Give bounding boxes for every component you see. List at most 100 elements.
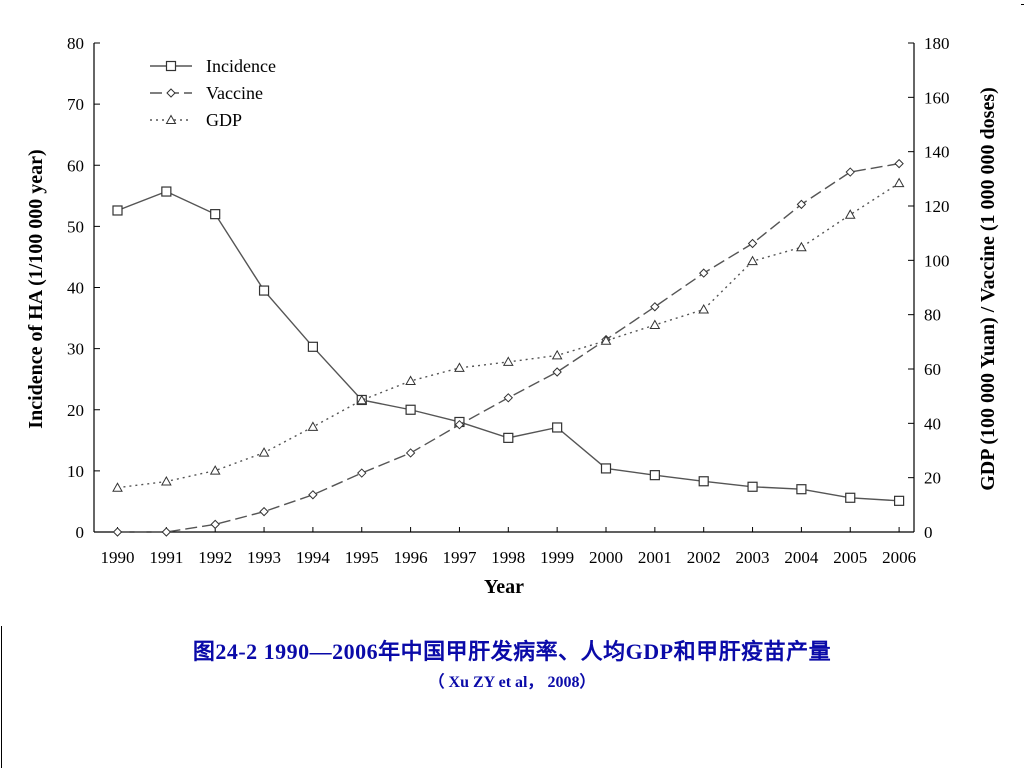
point-incidence [258,285,270,296]
point-incidence [893,495,905,506]
right-y-tick-label: 20 [924,469,941,488]
point-vaccine [503,393,514,403]
point-incidence [210,209,221,220]
point-vaccine [698,268,709,278]
left-y-tick-label: 80 [67,34,84,53]
x-tick-label: 1997 [442,548,477,567]
point-incidence [649,470,660,481]
left-y-tick-label: 60 [67,156,84,175]
x-tick-label: 1996 [394,548,428,567]
point-gdp [454,362,465,372]
point-incidence [600,463,612,474]
legend-label-incidence: Incidence [206,56,276,76]
right-y-axis-title: GDP (100 000 Yuan) / Vaccine (1 000 000 … [977,87,999,491]
right-y-tick-label: 80 [924,306,941,325]
right-y-tick-label: 0 [924,523,933,542]
chart-series [112,158,905,537]
x-axis-title: Year [484,576,524,598]
point-vaccine [357,468,367,478]
figure-caption: 图24-2 1990—2006年中国甲肝发病率、人均GDP和甲肝疫苗产量 [192,639,832,664]
x-tick-label: 2003 [736,548,770,567]
x-tick-label: 2005 [833,548,867,567]
point-incidence [307,341,318,352]
right-y-tick-label: 120 [924,197,950,216]
point-incidence [112,205,123,216]
series-line-incidence [117,190,900,502]
point-gdp [405,375,416,385]
x-tick-label: 1999 [540,548,574,567]
chart-legend: Incidence Vaccine GDP [150,56,276,130]
point-vaccine [210,519,220,530]
legend-marker-gdp [165,114,177,124]
left-y-tick-label: 0 [76,523,85,542]
line-chart: 0 10 20 30 40 50 60 70 80 0 20 40 60 80 100 120 140 160 18… [25,34,999,598]
point-incidence [552,422,563,433]
figure-source: （ Xu ZY et al， 2008） [428,674,596,691]
legend-label-gdp: GDP [206,110,242,130]
x-tick-label: 1992 [198,548,232,567]
x-tick-label: 1990 [101,548,135,567]
point-gdp [747,255,758,266]
point-gdp [356,394,368,405]
x-tick-label: 2002 [687,548,721,567]
point-incidence [405,404,416,415]
slide-edge-rule [1,626,2,768]
left-y-axis-title: Incidence of HA (1/100 000 year) [25,149,47,428]
point-vaccine [845,167,855,177]
point-vaccine [259,506,269,517]
right-y-tick-label: 60 [924,360,941,379]
point-gdp [796,241,807,252]
x-tick-label: 1998 [491,548,525,567]
right-y-tick-label: 180 [924,34,950,53]
point-vaccine [747,238,758,249]
point-gdp [160,475,172,486]
point-vaccine [894,158,904,169]
left-y-tick-label: 30 [67,340,84,359]
left-y-tick-label: 20 [67,401,84,420]
right-y-tick-label: 160 [924,88,950,107]
point-gdp [551,349,563,360]
point-incidence [698,476,709,487]
x-tick-label: 1993 [247,548,281,567]
point-incidence [161,186,172,197]
left-y-tick-label: 70 [67,95,84,114]
point-vaccine [405,448,416,458]
point-vaccine [796,199,807,210]
point-gdp [893,177,905,188]
legend-label-vaccine: Vaccine [206,83,263,103]
left-y-tick-label: 50 [67,217,84,236]
legend-marker-vaccine [166,88,176,98]
chart-ticks: 0 10 20 30 40 50 60 70 80 0 20 40 60 80 100 120 140 160 18… [67,34,950,567]
x-tick-label: 1995 [345,548,379,567]
point-gdp [112,482,123,492]
right-y-tick-label: 40 [924,414,941,433]
point-incidence [845,492,856,503]
point-vaccine [112,527,123,537]
point-vaccine [308,490,318,500]
left-y-tick-label: 10 [67,462,84,481]
point-incidence [503,432,514,443]
x-tick-label: 2001 [638,548,672,567]
point-vaccine [161,527,172,537]
point-gdp [698,303,710,314]
left-y-tick-label: 40 [67,279,84,298]
right-y-tick-label: 100 [924,251,950,270]
point-gdp [649,319,661,329]
x-tick-label: 1994 [296,548,331,567]
x-tick-label: 2006 [882,548,916,567]
point-vaccine [552,367,562,377]
x-tick-label: 2004 [784,548,819,567]
x-tick-label: 1991 [149,548,183,567]
series-line-vaccine [117,162,900,533]
point-gdp [307,421,319,431]
point-gdp [600,335,612,345]
x-tick-label: 2000 [589,548,623,567]
point-gdp [258,447,270,457]
right-y-tick-label: 140 [924,143,950,162]
point-incidence [796,484,807,495]
point-gdp [209,465,221,475]
point-gdp [502,356,514,366]
point-vaccine [650,302,660,312]
corner-mark [1021,4,1024,5]
point-vaccine [454,419,465,430]
